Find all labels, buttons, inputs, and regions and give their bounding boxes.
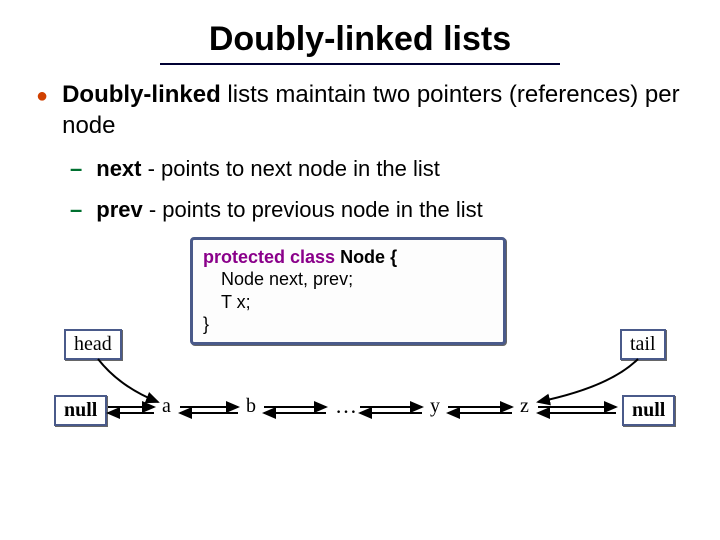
title-underline: [160, 63, 560, 65]
bullet-dot-icon: ●: [36, 83, 48, 141]
diagram-area: protected class Node { Node next, prev; …: [50, 237, 690, 437]
sub-bullet-1: – next - points to next node in the list: [70, 155, 690, 184]
head-label: head: [64, 329, 122, 360]
tail-label: tail: [620, 329, 666, 360]
code-line3: T x;: [203, 291, 493, 314]
sub2-bold: prev: [96, 197, 142, 222]
sub-bullet-2: – prev - points to previous node in the …: [70, 196, 690, 225]
null-right: null: [622, 395, 675, 426]
code-classname: Node {: [335, 247, 397, 267]
bullet-level1: ● Doubly-linked lists maintain two point…: [36, 79, 690, 141]
node-y: y: [430, 395, 440, 418]
code-keyword: protected class: [203, 247, 335, 267]
sub1-text: next - points to next node in the list: [96, 155, 440, 184]
bullet1-bold: Doubly-linked: [62, 81, 221, 108]
sub1-rest: - points to next node in the list: [142, 156, 440, 181]
node-dots: …: [335, 393, 357, 419]
sub1-bold: next: [96, 156, 141, 181]
code-line2: Node next, prev;: [203, 268, 493, 291]
sub2-rest: - points to previous node in the list: [143, 197, 483, 222]
sub2-text: prev - points to previous node in the li…: [96, 196, 482, 225]
dash-icon: –: [70, 155, 82, 184]
node-b: b: [246, 395, 256, 418]
slide-title: Doubly-linked lists: [30, 20, 690, 59]
node-z: z: [520, 395, 529, 418]
bullet1-text: Doubly-linked lists maintain two pointer…: [62, 79, 690, 141]
node-a: a: [162, 395, 171, 418]
code-line4: }: [203, 313, 493, 336]
code-box: protected class Node { Node next, prev; …: [190, 237, 506, 345]
dash-icon: –: [70, 196, 82, 225]
null-left: null: [54, 395, 107, 426]
code-line1: protected class Node {: [203, 246, 493, 269]
